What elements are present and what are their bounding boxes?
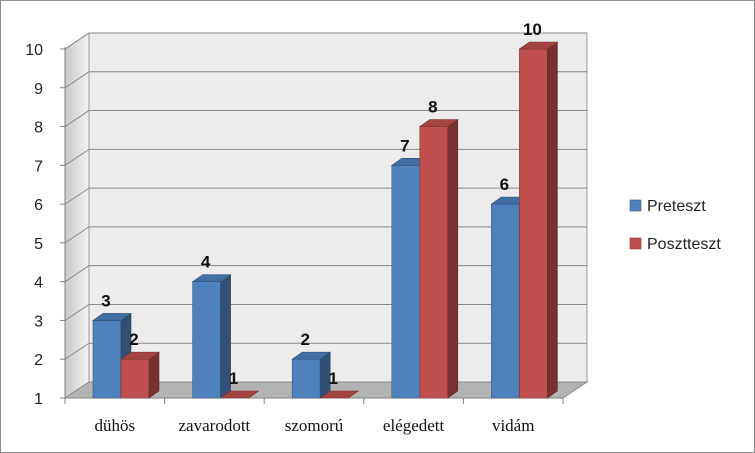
y-tick-label: 8 bbox=[34, 120, 43, 137]
bar bbox=[418, 118, 459, 399]
y-tick-label: 5 bbox=[34, 236, 43, 253]
x-axis-labels: dühös zavarodott szomorú elégedett vidám bbox=[94, 416, 534, 435]
bar-top bbox=[319, 390, 360, 399]
y-tick-label: 10 bbox=[25, 42, 43, 59]
bar-side bbox=[447, 118, 459, 399]
y-tick-label: 1 bbox=[34, 391, 43, 408]
bar-top bbox=[518, 41, 559, 50]
data-label: 4 bbox=[201, 253, 211, 272]
data-label: 8 bbox=[428, 98, 437, 117]
data-label: 2 bbox=[300, 330, 309, 349]
x-tick-label: dühös bbox=[94, 416, 135, 435]
gridline bbox=[64, 32, 587, 50]
data-label: 1 bbox=[229, 369, 238, 388]
y-tick-label: 2 bbox=[34, 352, 43, 369]
y-tick-label: 6 bbox=[34, 197, 43, 214]
bar bbox=[291, 351, 332, 399]
legend: Preteszt Posztteszt bbox=[629, 198, 721, 253]
bar-top bbox=[291, 351, 332, 360]
bar-top bbox=[92, 313, 132, 321]
legend-label: Preteszt bbox=[647, 198, 706, 215]
data-label: 1 bbox=[328, 369, 337, 388]
x-tick-label: szomorú bbox=[285, 416, 344, 435]
gridline bbox=[64, 110, 587, 127]
bar bbox=[219, 390, 260, 399]
bar-front bbox=[192, 281, 221, 399]
bar-top bbox=[418, 119, 459, 127]
y-tick-label: 9 bbox=[34, 81, 43, 98]
bar bbox=[191, 274, 232, 399]
bar-side bbox=[148, 351, 160, 399]
legend-label: Posztteszt bbox=[647, 236, 721, 253]
bar-front bbox=[419, 126, 449, 399]
data-label: 6 bbox=[500, 175, 509, 194]
bar-front bbox=[92, 320, 122, 399]
x-tick-label: elégedett bbox=[383, 416, 445, 435]
data-label: 3 bbox=[101, 291, 110, 310]
gridline bbox=[64, 71, 587, 89]
bar bbox=[120, 351, 160, 399]
bar bbox=[518, 41, 559, 399]
data-label: 2 bbox=[129, 330, 138, 349]
bar-front bbox=[291, 358, 321, 399]
bar-top bbox=[219, 390, 260, 399]
x-tick-label: vidám bbox=[492, 416, 535, 435]
y-tick-label: 7 bbox=[34, 158, 43, 175]
y-axis-ticks: 1 2 3 4 5 6 7 8 9 10 bbox=[25, 42, 65, 408]
data-label: 7 bbox=[400, 136, 409, 155]
legend-swatch bbox=[629, 199, 642, 212]
bar-side bbox=[547, 41, 558, 399]
bar-front bbox=[519, 48, 548, 399]
x-tick-label: zavarodott bbox=[179, 416, 251, 435]
legend-swatch bbox=[629, 237, 642, 250]
side-wall bbox=[64, 32, 90, 399]
y-tick-label: 4 bbox=[34, 275, 43, 292]
bar-front bbox=[391, 165, 421, 399]
bar bbox=[319, 390, 360, 399]
bar-front bbox=[120, 358, 150, 399]
bar-top bbox=[191, 274, 232, 282]
bar-top bbox=[120, 351, 160, 360]
data-label: 10 bbox=[523, 20, 542, 39]
y-tick-label: 3 bbox=[34, 313, 43, 330]
bar-front bbox=[491, 203, 520, 399]
bars bbox=[92, 41, 559, 399]
data-labels: 3 2 4 1 2 1 78 6 10 bbox=[101, 20, 542, 388]
